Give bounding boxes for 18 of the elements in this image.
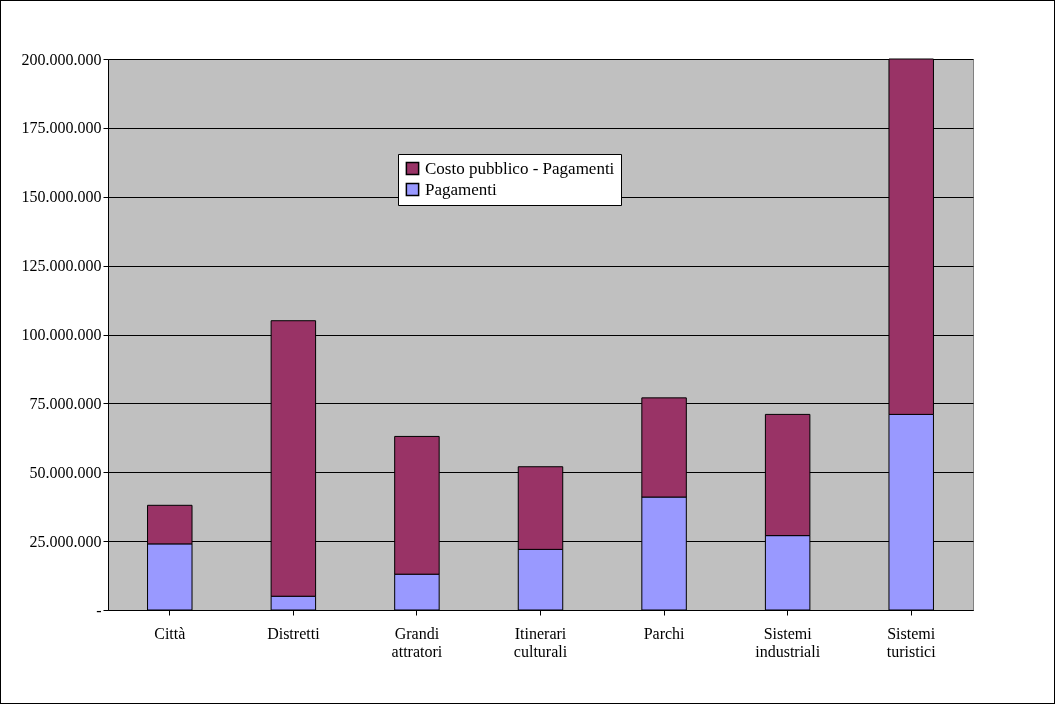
- x-tick-label: Sistemi turistici: [886, 624, 937, 660]
- x-tick-label: Grandi attratori: [391, 624, 443, 660]
- y-tick-label: 100.000.000: [21, 326, 102, 343]
- y-tick-label: -: [96, 601, 102, 619]
- x-tick-label: Città: [154, 624, 186, 642]
- y-tick-label: 150.000.000: [21, 188, 102, 206]
- legend-label: Pagamenti: [425, 179, 498, 199]
- x-tick-label: Distretti: [267, 624, 321, 642]
- x-tick-label: Sistemi industriali: [755, 624, 821, 660]
- y-tick-label: 25.000.000: [29, 532, 102, 550]
- x-tick-label: Itinerari culturali: [513, 624, 568, 660]
- y-tick-label: 175.000.000: [21, 119, 102, 137]
- legend-label: Costo pubblico - Pagamenti: [425, 158, 615, 178]
- y-tick-label: 75.000.000: [29, 394, 102, 412]
- y-tick-label: 200.000.000: [21, 50, 102, 68]
- y-tick-label: 125.000.000: [21, 257, 102, 275]
- x-tick-label: Parchi: [643, 624, 686, 642]
- y-tick-label: 50.000.000: [29, 463, 102, 481]
